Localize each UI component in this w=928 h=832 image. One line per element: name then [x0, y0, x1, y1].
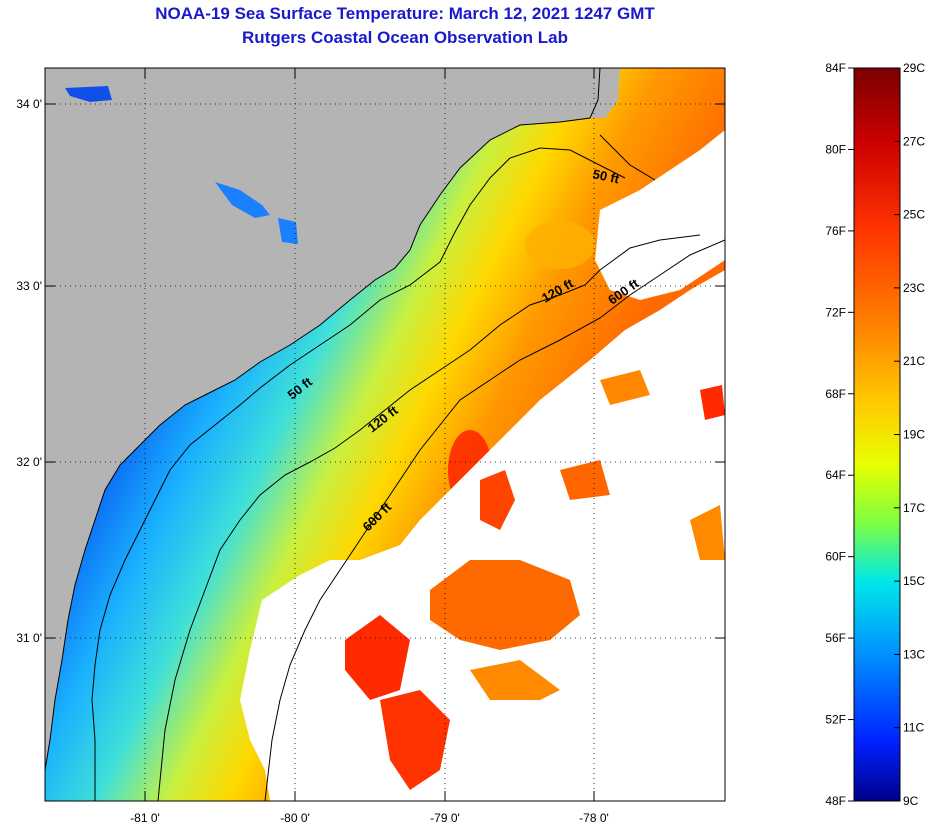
colorbar-celsius-label: 9C — [903, 794, 919, 808]
colorbar-fahrenheit-label: 84F — [825, 61, 846, 75]
isobath-50ft — [91, 134, 656, 801]
colorbar-fahrenheit-label: 60F — [825, 550, 846, 564]
lon-label: -78 0' — [579, 811, 609, 825]
colorbar-fahrenheit-label: 48F — [825, 794, 846, 808]
lon-label: -79 0' — [430, 811, 460, 825]
lon-label: -80 0' — [280, 811, 310, 825]
warm-fragment — [560, 460, 610, 500]
colorbar-celsius-label: 29C — [903, 61, 925, 75]
colorbar-fahrenheit-label: 80F — [825, 142, 846, 156]
colorbar: 84F 80F 76F 72F 68F 64F 60F 56F 52F 48F 29C 27C 25C… — [825, 61, 925, 808]
contour-label: 50 ft — [591, 166, 621, 186]
warm-fragment — [690, 505, 725, 560]
warm-fragment — [470, 660, 560, 700]
inland-lake — [65, 86, 112, 102]
land-cape-fear — [560, 68, 620, 118]
colorbar-gradient — [853, 67, 901, 802]
colorbar-celsius-label: 17C — [903, 501, 925, 515]
lat-label: 34 0' — [16, 97, 42, 111]
warm-fragment — [480, 470, 515, 530]
colorbar-fahrenheit-label: 72F — [825, 305, 846, 319]
lat-label: 33 0' — [16, 279, 42, 293]
colorbar-celsius-label: 15C — [903, 574, 925, 588]
warm-fragment — [345, 615, 410, 700]
lon-label: -81 0' — [130, 811, 160, 825]
warm-fragment — [600, 370, 650, 405]
warm-eddy — [525, 221, 595, 269]
map-ticks — [45, 68, 725, 801]
lat-label: 31 0' — [16, 631, 42, 645]
land-southeast-us — [45, 68, 600, 770]
colorbar-celsius-label: 21C — [903, 354, 925, 368]
graticule — [45, 68, 725, 801]
colorbar-celsius-label: 25C — [903, 208, 925, 222]
colorbar-fahrenheit-label: 56F — [825, 631, 846, 645]
map-title: NOAA-19 Sea Surface Temperature: March 1… — [155, 4, 655, 23]
coastline — [45, 68, 601, 771]
colorbar-celsius-label: 19C — [903, 428, 925, 442]
inland-lake — [215, 182, 270, 218]
colorbar-fahrenheit-label: 64F — [825, 468, 846, 482]
warm-fragment — [380, 690, 450, 790]
isobath-120ft — [157, 234, 701, 801]
warm-fragment — [700, 385, 725, 420]
colorbar-celsius-label: 23C — [903, 281, 925, 295]
colorbar-fahrenheit-label: 52F — [825, 713, 846, 727]
colorbar-fahrenheit-label: 76F — [825, 224, 846, 238]
map-subtitle: Rutgers Coastal Ocean Observation Lab — [242, 28, 568, 47]
warm-fragment — [430, 560, 580, 650]
lat-label: 32 0' — [16, 455, 42, 469]
cloud-mask-north — [595, 130, 725, 300]
colorbar-celsius-label: 27C — [903, 134, 925, 148]
colorbar-celsius-label: 11C — [903, 721, 924, 735]
colorbar-fahrenheit-label: 68F — [825, 387, 846, 401]
map-frame — [44, 67, 726, 802]
inland-lake — [278, 218, 298, 244]
colorbar-celsius-label: 13C — [903, 647, 925, 661]
